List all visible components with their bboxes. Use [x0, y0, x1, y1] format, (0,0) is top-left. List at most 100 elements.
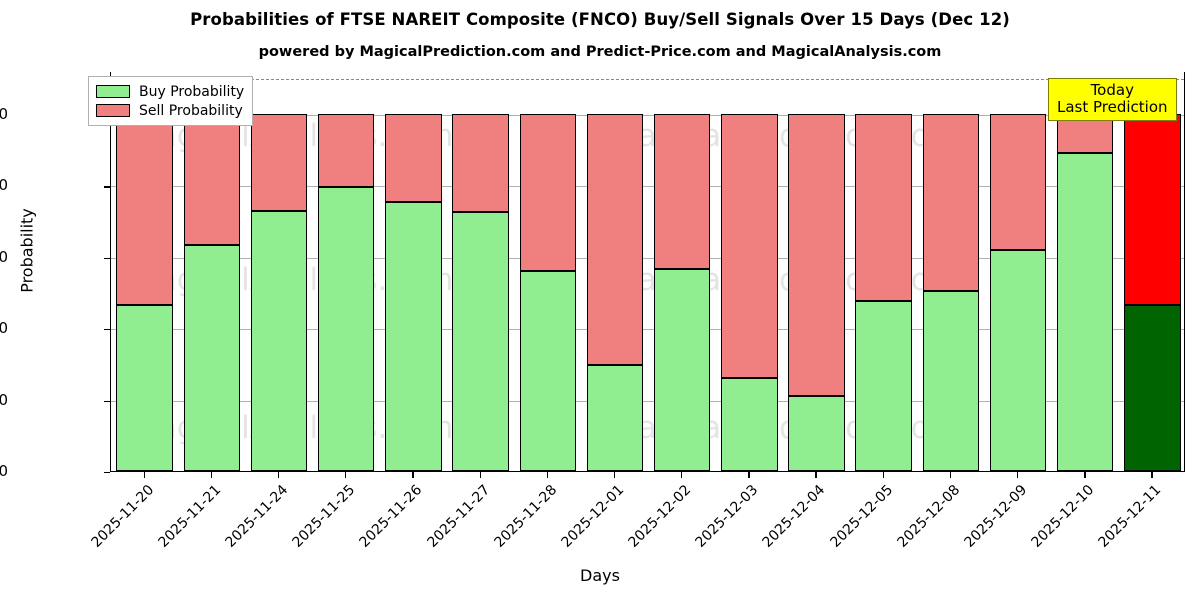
bar-segment-sell[interactable]	[653, 113, 711, 269]
bar-segment-buy[interactable]	[1057, 152, 1114, 471]
x-axis-tick-label: 2025-12-05	[827, 482, 896, 551]
y-axis-tick-mark	[104, 257, 110, 259]
bar-group[interactable]	[922, 72, 980, 471]
bar-segment-buy[interactable]	[721, 377, 778, 471]
chart-legend: Buy Probability Sell Probability	[88, 76, 254, 126]
x-axis-tick-label: 2025-11-28	[491, 482, 561, 551]
x-axis-tick-mark	[479, 472, 481, 478]
x-axis-tick-mark	[1151, 472, 1153, 478]
bar-segment-buy[interactable]	[519, 271, 576, 471]
x-axis-tick-label: 2025-11-26	[356, 482, 426, 551]
y-axis-tick-label: 40	[0, 319, 8, 338]
bar-segment-buy[interactable]	[788, 395, 845, 471]
today-annotation: Today Last Prediction	[1048, 78, 1177, 121]
bar-group[interactable]	[721, 72, 778, 471]
y-axis-tick-label: 80	[0, 176, 8, 195]
plot-area: MagicalAnalysis.comMagicalPrediction.com…	[110, 72, 1185, 472]
gridline	[111, 329, 1184, 331]
y-axis-tick-mark	[104, 329, 110, 331]
chart-subtitle: powered by MagicalPrediction.com and Pre…	[258, 44, 942, 60]
bar-group[interactable]	[385, 72, 442, 471]
bar-segment-buy[interactable]	[1124, 304, 1181, 471]
bar-segment-sell[interactable]	[519, 113, 576, 271]
bar-segment-buy[interactable]	[586, 364, 644, 471]
bar-group[interactable]	[653, 72, 711, 471]
bar-segment-buy[interactable]	[250, 211, 308, 471]
y-axis-tick-mark	[104, 186, 110, 188]
x-axis-tick-label: 2025-11-25	[289, 482, 359, 551]
bar-group[interactable]	[519, 72, 576, 471]
x-axis-tick-label: 2025-12-09	[961, 482, 1031, 551]
bar-group[interactable]	[116, 72, 173, 471]
bar-group[interactable]	[317, 72, 375, 471]
y-axis-tick-label: 60	[0, 247, 8, 266]
x-axis-tick-mark	[345, 472, 347, 478]
gridline	[111, 186, 1184, 188]
bar-segment-sell[interactable]	[317, 113, 375, 188]
bar-group[interactable]	[855, 72, 912, 471]
gridline	[111, 400, 1184, 402]
bar-segment-sell[interactable]	[1124, 113, 1181, 305]
y-axis-tick-mark	[104, 400, 110, 402]
gridline	[111, 257, 1184, 259]
bar-segment-sell[interactable]	[586, 113, 644, 365]
legend-label-buy: Buy Probability	[139, 83, 245, 100]
bar-group[interactable]	[586, 72, 644, 471]
x-axis-tick-mark	[1017, 472, 1019, 478]
x-axis-tick-label: 2025-11-27	[423, 482, 493, 551]
today-annotation-line2: Last Prediction	[1057, 97, 1168, 116]
gridline	[111, 114, 1184, 116]
x-axis-tick-label: 2025-12-02	[625, 482, 695, 551]
dashed-reference-line	[111, 79, 1184, 81]
bar-segment-sell[interactable]	[989, 113, 1047, 250]
bar-group[interactable]	[452, 72, 509, 471]
bar-segment-sell[interactable]	[721, 113, 778, 378]
bar-group[interactable]	[989, 72, 1047, 471]
bar-segment-buy[interactable]	[317, 187, 375, 471]
y-axis-tick-label: 20	[0, 390, 8, 409]
x-axis-tick-label: 2025-12-01	[558, 482, 628, 551]
bar-segment-sell[interactable]	[385, 113, 442, 203]
x-axis-tick-label: 2025-11-24	[222, 482, 292, 551]
bar-segment-buy[interactable]	[452, 212, 509, 471]
x-axis-tick-mark	[210, 472, 213, 478]
bar-segment-buy[interactable]	[183, 245, 240, 471]
x-axis-tick-mark	[613, 472, 616, 478]
x-axis-tick-mark	[882, 472, 884, 478]
bar-group[interactable]	[250, 72, 308, 471]
x-axis-tick-label: 2025-11-21	[155, 482, 225, 551]
y-axis-label: Probability	[17, 208, 37, 293]
bar-segment-buy[interactable]	[653, 268, 711, 471]
x-axis-tick-mark	[143, 472, 145, 478]
x-axis-tick-label: 2025-12-03	[692, 482, 762, 551]
x-axis-tick-mark	[1084, 472, 1086, 478]
bar-segment-sell[interactable]	[250, 113, 308, 212]
bar-group[interactable]	[788, 72, 845, 471]
x-axis-tick-mark	[546, 472, 549, 478]
bar-segment-sell[interactable]	[183, 113, 240, 246]
bar-segment-sell[interactable]	[788, 113, 845, 396]
x-axis-tick-label: 2025-12-04	[759, 482, 829, 551]
bar-segment-buy[interactable]	[385, 202, 442, 471]
bar-segment-sell[interactable]	[452, 113, 509, 213]
bar-group[interactable]	[183, 72, 240, 471]
bar-segment-buy[interactable]	[855, 300, 912, 471]
bar-segment-buy[interactable]	[116, 304, 173, 471]
bar-group[interactable]	[1057, 72, 1114, 471]
x-axis-tick-label: 2025-12-11	[1095, 482, 1165, 551]
bar-group[interactable]	[1124, 72, 1181, 471]
x-axis-tick-label: 2025-12-08	[894, 482, 964, 551]
legend-label-sell: Sell Probability	[139, 102, 243, 119]
bar-segment-buy[interactable]	[989, 249, 1047, 471]
bar-segment-sell[interactable]	[922, 113, 980, 291]
x-axis-tick-mark	[815, 472, 817, 478]
bar-segment-sell[interactable]	[116, 113, 173, 305]
bar-segment-buy[interactable]	[922, 291, 980, 471]
legend-swatch-buy	[96, 85, 130, 98]
x-axis-tick-mark	[949, 472, 952, 478]
x-axis-tick-label: 2025-12-10	[1028, 482, 1098, 551]
bar-segment-sell[interactable]	[855, 113, 912, 301]
x-axis-tick-mark	[748, 472, 750, 478]
x-axis-tick-mark	[277, 472, 280, 478]
